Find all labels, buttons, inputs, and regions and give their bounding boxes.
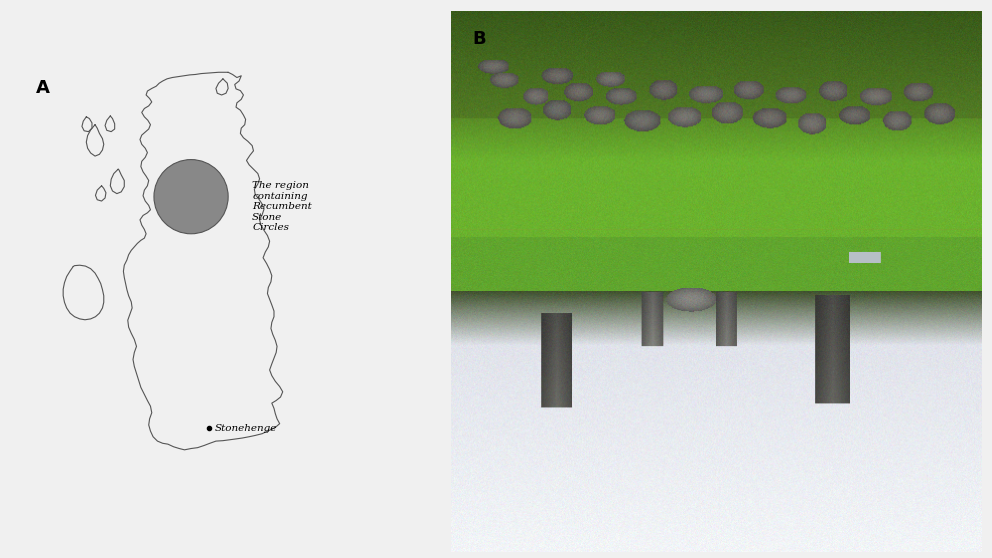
Ellipse shape	[154, 160, 228, 234]
Text: Stonehenge: Stonehenge	[215, 424, 278, 432]
Text: The region
containing
Recumbent
Stone
Circles: The region containing Recumbent Stone Ci…	[252, 181, 311, 232]
Text: A: A	[36, 79, 50, 97]
Text: B: B	[472, 30, 486, 48]
